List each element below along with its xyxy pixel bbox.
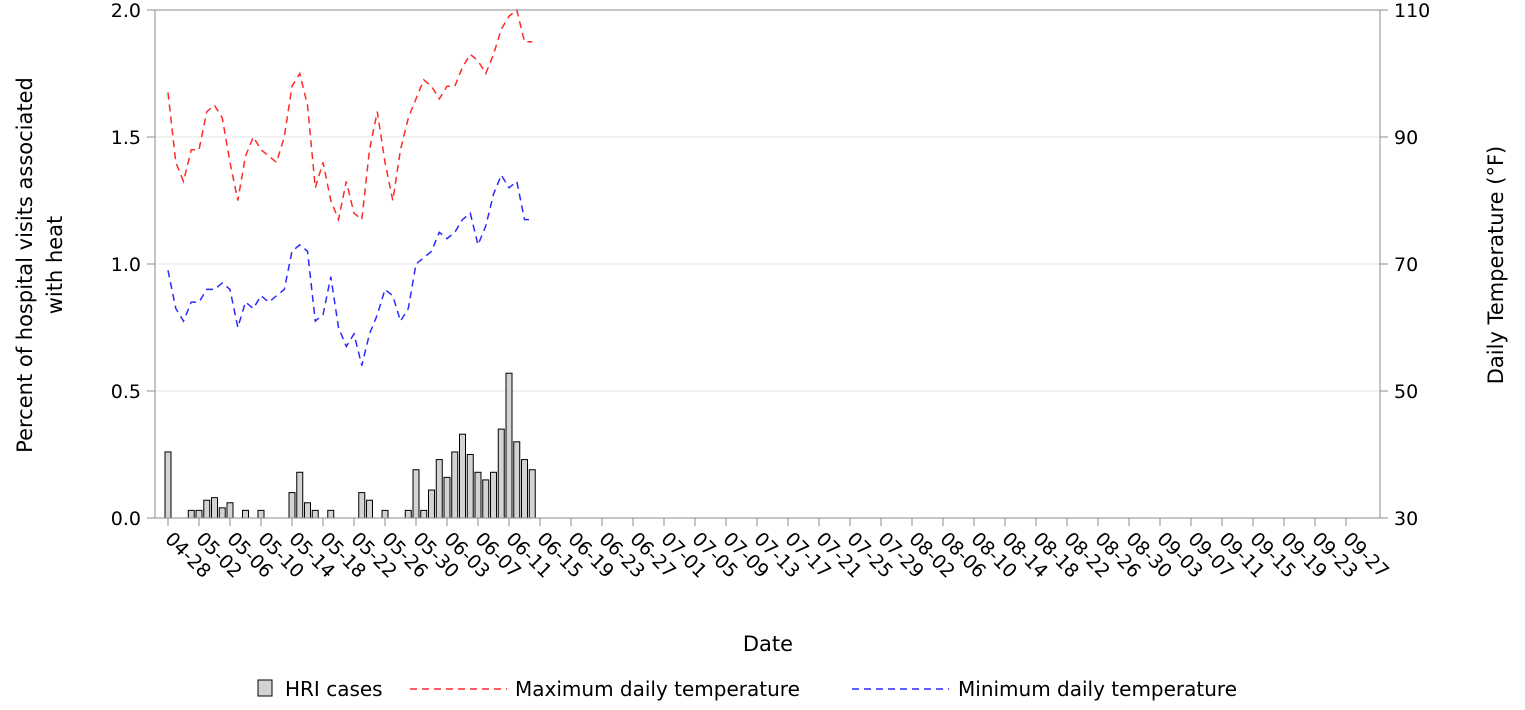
hri-bar	[203, 499, 211, 519]
max-temp-line	[167, 8, 533, 223]
hri-bar	[164, 451, 172, 519]
hri-bar	[404, 509, 412, 519]
y2-axis-title: Daily Temperature (°F)	[1484, 146, 1508, 384]
gridlines	[155, 136, 1380, 392]
legend-label-max-temp: Maximum daily temperature	[515, 677, 800, 701]
legend-label-hri-cases: HRI cases	[285, 677, 383, 701]
y-axis-title: Percent of hospital visits associated wi…	[13, 77, 67, 453]
hri-bar	[304, 502, 311, 519]
hri-bar	[466, 454, 474, 519]
y2-tick-label: 70	[1394, 254, 1418, 276]
y-axis-title-line-1: Percent of hospital visits associated	[13, 77, 37, 453]
legend: HRI cases Maximum daily temperature Mini…	[257, 677, 1237, 701]
y2-tick-label: 50	[1394, 381, 1418, 403]
hri-bar	[211, 497, 218, 519]
hri-bars	[164, 372, 536, 519]
hri-bar	[381, 509, 389, 519]
y2-tick-label: 90	[1394, 127, 1418, 149]
hri-bar	[459, 433, 466, 519]
temperature-lines	[167, 8, 533, 366]
hri-bar	[366, 499, 373, 519]
hri-bar	[451, 451, 459, 519]
y2-tick-label: 30	[1394, 508, 1418, 530]
hri-bar	[528, 469, 536, 519]
hri-bar	[435, 459, 443, 519]
hri-bar	[242, 509, 249, 519]
hri-bar	[497, 428, 505, 519]
legend-swatch-hri-cases	[257, 679, 273, 697]
hri-bar	[420, 509, 428, 519]
y2-axis-ticks: 30 50 70 90 110	[1380, 0, 1430, 530]
y-tick-label: 1.5	[111, 127, 141, 149]
hri-bar	[482, 479, 490, 519]
hri-bar	[513, 441, 521, 519]
hri-bar	[474, 471, 482, 519]
hri-bar	[490, 471, 497, 519]
y-tick-label: 0.0	[111, 508, 141, 530]
y-axis-title-line-2: with heat	[43, 216, 67, 315]
y-tick-label: 0.5	[111, 381, 141, 403]
y-tick-label: 1.0	[111, 254, 141, 276]
hri-bar	[505, 372, 513, 519]
hri-bar	[296, 471, 304, 519]
hri-bar	[257, 509, 265, 519]
x-axis-ticks: 04-2805-0205-0605-1005-1405-1805-2205-26…	[160, 518, 1393, 583]
hri-bar	[327, 509, 335, 519]
hri-bar	[288, 492, 296, 519]
hri-bar	[226, 502, 234, 519]
hri-bar	[428, 489, 435, 519]
y-tick-label: 2.0	[111, 0, 141, 22]
hri-bar	[521, 459, 528, 519]
y2-tick-label: 110	[1394, 0, 1430, 22]
legend-label-min-temp: Minimum daily temperature	[958, 677, 1237, 701]
hri-bar	[412, 469, 420, 519]
hri-bar	[187, 509, 195, 519]
y-axis-ticks: 0.0 0.5 1.0 1.5 2.0	[111, 0, 155, 530]
hri-bar	[443, 476, 451, 519]
min-temp-line	[167, 173, 533, 366]
hri-bar	[358, 492, 366, 519]
hri-bar	[218, 507, 226, 519]
x-axis-title: Date	[743, 632, 793, 656]
hri-bar	[311, 509, 319, 519]
hri-bar	[195, 509, 203, 519]
